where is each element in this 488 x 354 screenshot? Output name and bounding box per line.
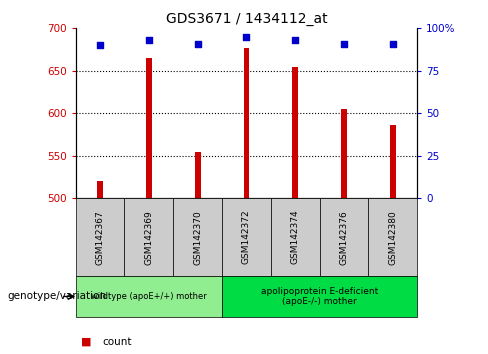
Bar — [292, 67, 298, 198]
Point — [96, 42, 104, 48]
Text: GSM142370: GSM142370 — [193, 210, 202, 264]
Text: genotype/variation: genotype/variation — [7, 291, 106, 302]
Bar — [244, 48, 249, 198]
Text: GSM142380: GSM142380 — [388, 210, 397, 264]
Text: apolipoprotein E-deficient
(apoE-/-) mother: apolipoprotein E-deficient (apoE-/-) mot… — [261, 287, 378, 306]
Bar — [97, 181, 103, 198]
Point — [340, 41, 348, 46]
Text: ■: ■ — [81, 337, 91, 347]
Bar — [341, 109, 347, 198]
Point — [291, 38, 299, 43]
Point — [194, 41, 202, 46]
Point — [145, 38, 153, 43]
Point — [389, 41, 397, 46]
Text: GSM142369: GSM142369 — [144, 210, 153, 264]
Bar — [390, 125, 396, 198]
Text: GSM142372: GSM142372 — [242, 210, 251, 264]
Text: count: count — [102, 337, 132, 347]
Bar — [195, 152, 201, 198]
Text: wildtype (apoE+/+) mother: wildtype (apoE+/+) mother — [91, 292, 207, 301]
Text: GSM142376: GSM142376 — [340, 210, 348, 264]
Title: GDS3671 / 1434112_at: GDS3671 / 1434112_at — [165, 12, 327, 26]
Text: GSM142374: GSM142374 — [291, 210, 300, 264]
Text: GSM142367: GSM142367 — [96, 210, 104, 264]
Bar — [146, 58, 152, 198]
Point — [243, 34, 250, 40]
